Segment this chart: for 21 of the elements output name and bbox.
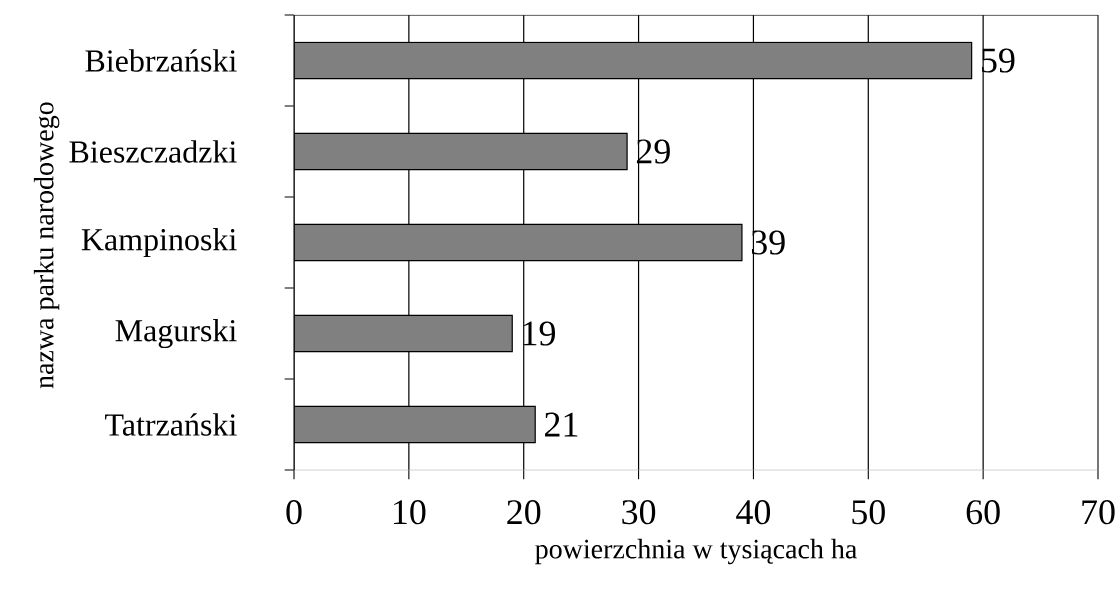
x-tick-label: 60	[966, 500, 1000, 525]
x-tick-label: 0	[286, 500, 302, 525]
x-tick-label: 20	[507, 500, 541, 525]
y-tick-label: Biebrzański	[85, 49, 237, 72]
x-tick-label: 40	[736, 500, 771, 525]
x-tick-label: 70	[1082, 500, 1115, 525]
x-tick-label: 30	[622, 500, 656, 525]
y-axis-title: nazwa parku narodowego	[33, 102, 60, 389]
bar	[294, 41, 973, 80]
bar	[294, 405, 536, 444]
data-label: 21	[545, 412, 578, 437]
x-tick-label: 50	[852, 500, 885, 525]
bar	[294, 223, 743, 262]
y-tick-label: Tatrzański	[105, 413, 237, 436]
y-tick-label: Kampinoski	[81, 228, 237, 258]
y-tick-label: Magurski	[115, 318, 237, 349]
y-tick-label: Bieszczadzki	[69, 140, 237, 163]
x-axis-title: powierzchnia w tysiącach ha	[535, 538, 857, 565]
bar	[294, 314, 513, 353]
bar	[294, 132, 628, 171]
x-tick-label: 10	[394, 500, 426, 525]
